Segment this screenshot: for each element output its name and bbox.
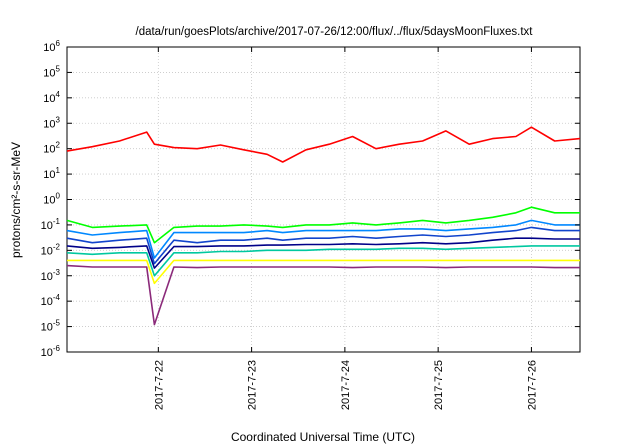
x-axis: 2017-7-22 2017-7-23 2017-7-24 2017-7-25 2017… <box>153 47 538 410</box>
y-tick-label: 104 <box>43 90 60 105</box>
series-layer <box>66 126 581 326</box>
grid <box>67 47 580 352</box>
y-tick-label: 10-1 <box>41 217 61 232</box>
x-tick-label: 2017-7-24 <box>340 360 352 410</box>
y-tick-base: 10 <box>41 296 53 308</box>
y-tick-exponent: -4 <box>53 293 61 302</box>
y-tick-exponent: -1 <box>53 217 61 226</box>
y-tick-base: 10 <box>41 220 53 232</box>
y-tick-exponent: 5 <box>56 64 61 73</box>
y-tick-exponent: 1 <box>56 166 61 175</box>
y-tick-base: 10 <box>41 322 53 334</box>
y-tick-exponent: 6 <box>56 39 61 48</box>
series-line-3 <box>66 219 580 259</box>
y-tick-base: 10 <box>43 67 55 79</box>
y-tick-exponent: 4 <box>56 90 61 99</box>
y-axis: 10-610-510-410-310-210-11001011021031041… <box>41 39 580 359</box>
y-tick-base: 10 <box>41 245 53 257</box>
y-tick-base: 10 <box>41 347 53 359</box>
y-tick-exponent: 2 <box>56 141 61 150</box>
y-tick-label: 100 <box>43 192 60 207</box>
y-tick-label: 105 <box>43 64 60 79</box>
y-tick-base: 10 <box>43 42 55 54</box>
chart-title: /data/run/goesPlots/archive/2017-07-26/1… <box>136 26 534 38</box>
y-tick-label: 101 <box>43 166 60 181</box>
y-tick-label: 10-3 <box>41 268 61 283</box>
y-tick-label: 103 <box>43 115 60 130</box>
series-line-5 <box>66 237 580 269</box>
series-line-2 <box>66 206 580 244</box>
series-line-7 <box>67 259 580 285</box>
plot-frame <box>66 46 581 353</box>
y-tick-exponent: 3 <box>56 115 61 124</box>
x-axis-label: Coordinated Universal Time (UTC) <box>231 430 415 444</box>
y-tick-base: 10 <box>43 169 55 181</box>
x-tick-label: 2017-7-23 <box>247 360 259 410</box>
series-line-1 <box>66 126 581 163</box>
y-axis-label: protons/cm²-s-sr-MeV <box>9 142 23 258</box>
y-tick-base: 10 <box>43 195 55 207</box>
x-tick-label: 2017-7-26 <box>526 360 538 410</box>
y-tick-exponent: -6 <box>53 344 61 353</box>
y-tick-label: 10-2 <box>41 242 61 257</box>
series-line-6 <box>66 245 580 277</box>
x-tick-label: 2017-7-25 <box>433 360 445 410</box>
y-tick-label: 106 <box>43 39 60 54</box>
y-tick-base: 10 <box>43 144 55 156</box>
y-tick-base: 10 <box>43 118 55 130</box>
y-tick-exponent: 0 <box>56 192 61 201</box>
y-tick-exponent: -2 <box>53 242 61 251</box>
y-tick-label: 10-5 <box>41 319 61 334</box>
y-tick-label: 102 <box>43 141 60 156</box>
y-tick-exponent: -3 <box>53 268 61 277</box>
y-tick-label: 10-6 <box>41 344 61 359</box>
y-tick-base: 10 <box>43 93 55 105</box>
y-tick-base: 10 <box>41 271 53 283</box>
series-line-4 <box>66 226 580 265</box>
series-line-8 <box>66 264 580 326</box>
y-tick-exponent: -5 <box>53 319 61 328</box>
y-tick-label: 10-4 <box>41 293 61 308</box>
x-tick-label: 2017-7-22 <box>153 360 165 410</box>
